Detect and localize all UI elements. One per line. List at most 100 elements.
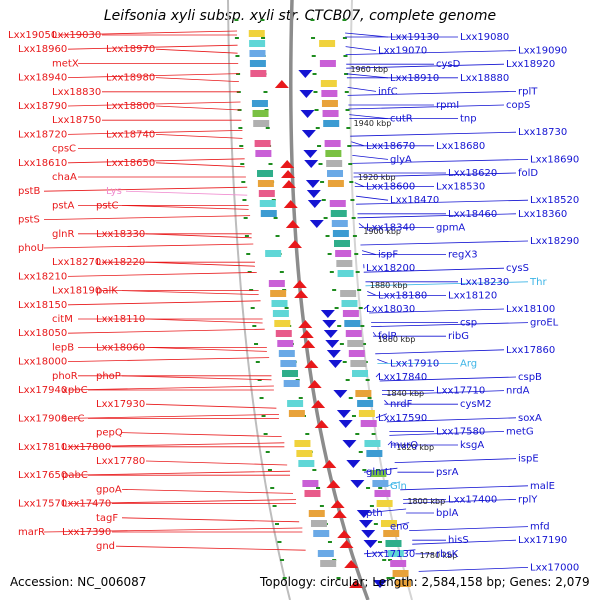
left-gene-block: [317, 550, 334, 557]
left-gene-label: Lxx17780: [96, 456, 145, 467]
track-dot: [339, 343, 344, 345]
right-gene-block: [385, 540, 402, 547]
right-gene-label: nrdF: [390, 399, 413, 410]
right-gene-label: cspB: [518, 372, 542, 383]
left-gene-block: [270, 290, 287, 297]
left-gene-block: [288, 410, 305, 417]
right-gene-block: [335, 250, 352, 257]
right-gene-block: [370, 470, 387, 477]
left-gene-block: [268, 280, 285, 287]
track-dot: [270, 487, 275, 489]
right-gene-block: [319, 60, 336, 67]
right-gene-label: groEL: [530, 318, 559, 329]
right-label-connector: [360, 240, 529, 246]
forward-gene-arrow: [330, 500, 345, 508]
left-gene-block: [320, 560, 337, 567]
right-gene-label: csp: [460, 318, 477, 329]
backbone-right-edge: [349, 0, 413, 600]
left-gene-label: Lys: [106, 186, 122, 197]
track-dot: [274, 523, 279, 525]
forward-gene-arrow: [311, 400, 326, 408]
track-dot: [325, 235, 330, 237]
right-gene-label: Lxx18340: [366, 222, 415, 233]
track-dot: [332, 289, 337, 291]
left-gene-label: glnR: [52, 229, 74, 240]
right-gene-block: [390, 560, 407, 567]
reverse-gene-arrow: [326, 350, 341, 358]
left-label-connector: [145, 403, 277, 409]
right-label-connector: [353, 172, 517, 178]
right-gene-label: Lxx19080: [460, 32, 509, 43]
right-gene-label: nrdA: [506, 386, 530, 397]
right-label-connector: [418, 567, 529, 572]
left-label-connector: [57, 30, 238, 36]
right-gene-label: glmU: [366, 467, 392, 478]
left-gene-label: phoR: [52, 371, 78, 382]
right-gene-label: ribG: [448, 331, 469, 342]
right-gene-label: cysM2: [460, 399, 492, 410]
right-label-connector: [400, 485, 529, 491]
track-dot: [344, 91, 349, 93]
track-dot: [263, 433, 268, 435]
left-gene-block: [271, 300, 288, 307]
track-dot: [360, 325, 365, 327]
right-gene-label: Lxx18520: [530, 195, 579, 206]
left-label-connector: [43, 527, 303, 533]
track-dot: [348, 163, 353, 165]
track-dot: [250, 307, 255, 309]
right-gene-block: [331, 220, 348, 227]
right-gene-label: Lxx18880: [460, 73, 509, 84]
right-gene-label: Lxx17710: [436, 386, 485, 397]
right-label-connector: [403, 499, 517, 504]
track-dot: [257, 379, 262, 381]
forward-gene-arrow: [294, 290, 309, 298]
forward-gene-arrow: [274, 80, 289, 88]
track-dot: [347, 145, 352, 147]
track-dot: [358, 451, 363, 453]
left-label-connector: [67, 357, 270, 362]
left-gene-label: Lxx18150: [18, 300, 67, 311]
track-dot: [342, 19, 347, 21]
kbp-label: 1940 kbp: [354, 119, 392, 128]
left-gene-label: Lxx19030: [52, 30, 101, 41]
forward-gene-arrow: [285, 220, 300, 228]
left-label-connector: [43, 186, 248, 192]
right-label-connector: [386, 417, 517, 423]
gene-features: [248, 30, 412, 588]
left-gene-block: [313, 530, 330, 537]
left-gene-label: Lxx18610: [18, 158, 67, 169]
track-dot: [239, 145, 244, 147]
left-label-connector: [115, 545, 306, 551]
right-label-connector: [356, 195, 389, 201]
track-dot: [261, 37, 266, 39]
left-gene-block: [308, 510, 325, 517]
right-gene-label: mfd: [530, 522, 550, 533]
right-gene-label: Lxx18920: [506, 59, 555, 70]
right-label-connector: [409, 526, 529, 531]
track-dot: [284, 307, 289, 309]
left-label-connector: [121, 432, 282, 437]
track-dot: [355, 433, 360, 435]
backbone-left-edge: [227, 0, 291, 600]
right-label-connector: [384, 399, 389, 405]
right-gene-label: bplA: [436, 508, 458, 519]
left-gene-block: [254, 140, 271, 147]
track-dot: [386, 577, 391, 579]
track-dot: [298, 397, 303, 399]
track-dot: [263, 91, 268, 93]
track-dot: [279, 271, 284, 273]
forward-gene-arrow: [301, 340, 316, 348]
forward-gene-arrow: [307, 380, 322, 388]
reverse-gene-arrow: [358, 520, 373, 528]
right-gene-label: cysS: [506, 263, 529, 274]
left-gene-label: lepB: [52, 342, 74, 353]
right-gene-block: [336, 260, 353, 267]
left-gene-block: [252, 110, 269, 117]
left-gene-label: Lxx17900: [18, 413, 67, 424]
right-gene-block: [329, 200, 346, 207]
right-label-connector: [369, 308, 505, 314]
right-gene-label: ksgA: [460, 440, 484, 451]
right-label-connector: [358, 223, 365, 228]
reverse-gene-arrow: [336, 410, 351, 418]
right-gene-block: [345, 330, 362, 337]
